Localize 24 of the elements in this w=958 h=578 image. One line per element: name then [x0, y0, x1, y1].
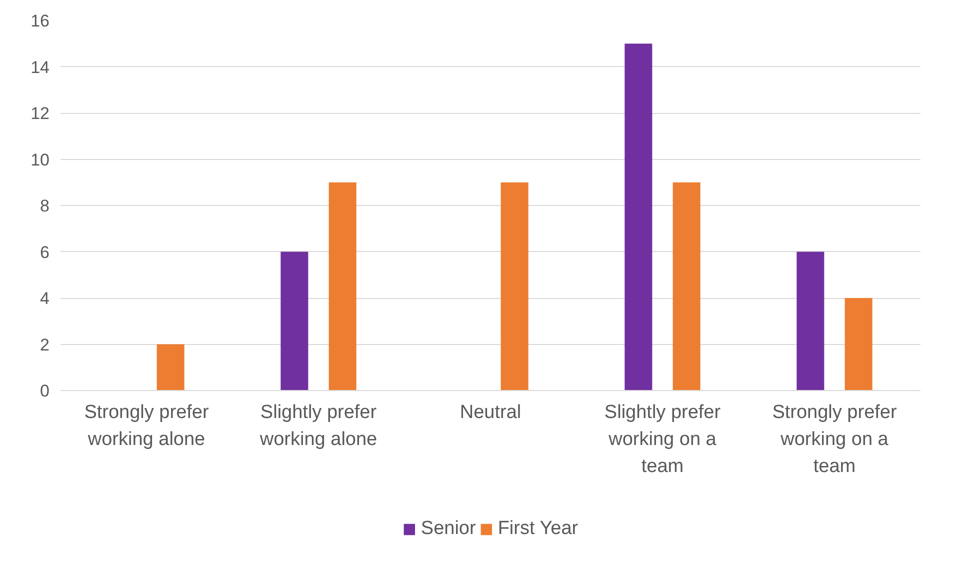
y-tick-label: 10 — [30, 150, 50, 170]
y-tick-label: 8 — [40, 196, 50, 216]
y-tick-label: 2 — [40, 335, 50, 354]
y-tick-label: 16 — [30, 12, 50, 30]
x-tick-label: Slightly prefer working alone — [258, 402, 378, 450]
bar — [328, 182, 356, 390]
bar — [624, 44, 652, 390]
bar — [280, 252, 308, 390]
bar — [500, 182, 528, 390]
x-tick-label: Strongly prefer working alone — [84, 402, 210, 450]
x-tick-label: Neutral — [460, 402, 522, 423]
x-tick-label: Slightly prefer working on a team — [604, 402, 722, 477]
bar — [796, 252, 824, 390]
legend-label: First Year — [498, 518, 578, 540]
y-tick-label: 4 — [40, 289, 50, 308]
bar — [844, 298, 872, 390]
bar — [156, 344, 184, 390]
y-tick-label: 6 — [40, 242, 50, 262]
y-tick-label: 12 — [30, 104, 50, 123]
x-tick-label: Strongly prefer working on a team — [772, 402, 898, 477]
y-tick-label: 14 — [30, 58, 50, 77]
y-tick-label: 0 — [40, 382, 50, 400]
legend-label: Senior — [420, 518, 476, 540]
bar — [672, 182, 700, 390]
